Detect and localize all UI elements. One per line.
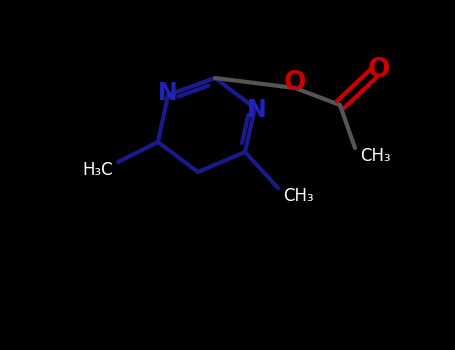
Text: O: O <box>368 57 390 83</box>
Text: H₃C: H₃C <box>82 161 113 179</box>
Text: O: O <box>284 70 306 96</box>
Text: N: N <box>247 98 267 122</box>
Text: N: N <box>158 81 178 105</box>
Text: CH₃: CH₃ <box>360 147 391 165</box>
Text: CH₃: CH₃ <box>283 187 313 205</box>
